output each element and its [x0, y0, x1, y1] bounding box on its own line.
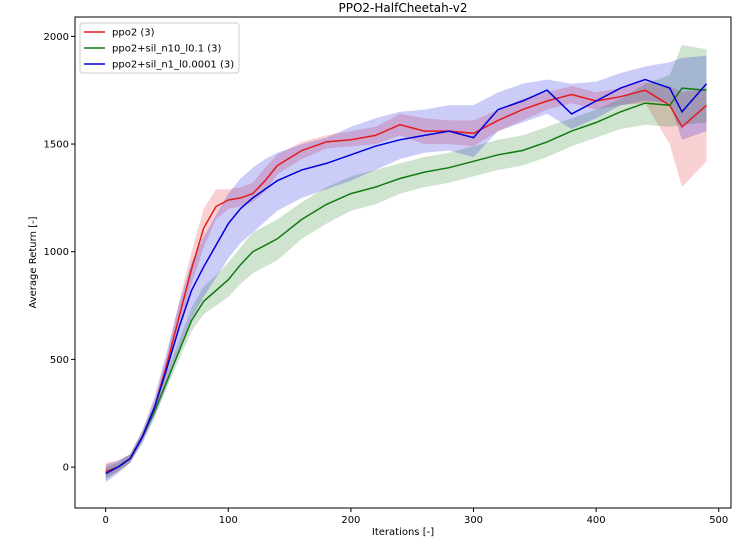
x-axis-ticks: 0 100 200 300 400 500 — [102, 508, 728, 526]
y-tick-label: 2000 — [44, 32, 69, 43]
band-series-2 — [105, 45, 707, 480]
x-tick-label: 100 — [219, 515, 238, 526]
x-tick-label: 300 — [464, 515, 483, 526]
line-series-2 — [105, 87, 707, 475]
y-axis-ticks: 0 500 1000 1500 2000 — [44, 32, 75, 474]
y-tick-label: 1000 — [44, 247, 69, 258]
y-axis-label: Average Return [-] — [28, 216, 39, 308]
y-tick-label: 1500 — [44, 140, 69, 151]
x-tick-label: 400 — [587, 515, 606, 526]
line-series-1 — [105, 89, 707, 473]
x-tick-label: 500 — [709, 515, 728, 526]
series-lines — [105, 78, 708, 475]
x-axis-label: Iterations [-] — [372, 527, 434, 538]
x-tick-label: 200 — [341, 515, 360, 526]
y-tick-label: 500 — [50, 355, 69, 366]
x-tick-label: 0 — [102, 515, 108, 526]
band-series-3 — [105, 55, 707, 483]
legend-entry: ppo2 (3) — [112, 28, 155, 39]
band-series-1 — [105, 81, 707, 478]
legend-box — [79, 22, 240, 74]
legend-entry: ppo2+sil_n1_l0.0001 (3) — [112, 60, 234, 71]
legend-entry: ppo2+sil_n10_l0.1 (3) — [112, 44, 222, 55]
chart-title: PPO2-HalfCheetah-v2 — [339, 1, 468, 15]
y-tick-label: 0 — [63, 463, 69, 474]
legend: ppo2 (3) ppo2+sil_n10_l0.1 (3) ppo2+sil_n1… — [79, 22, 240, 74]
line-series-3 — [105, 78, 708, 475]
confidence-bands — [105, 45, 707, 483]
plot-frame — [74, 16, 732, 509]
